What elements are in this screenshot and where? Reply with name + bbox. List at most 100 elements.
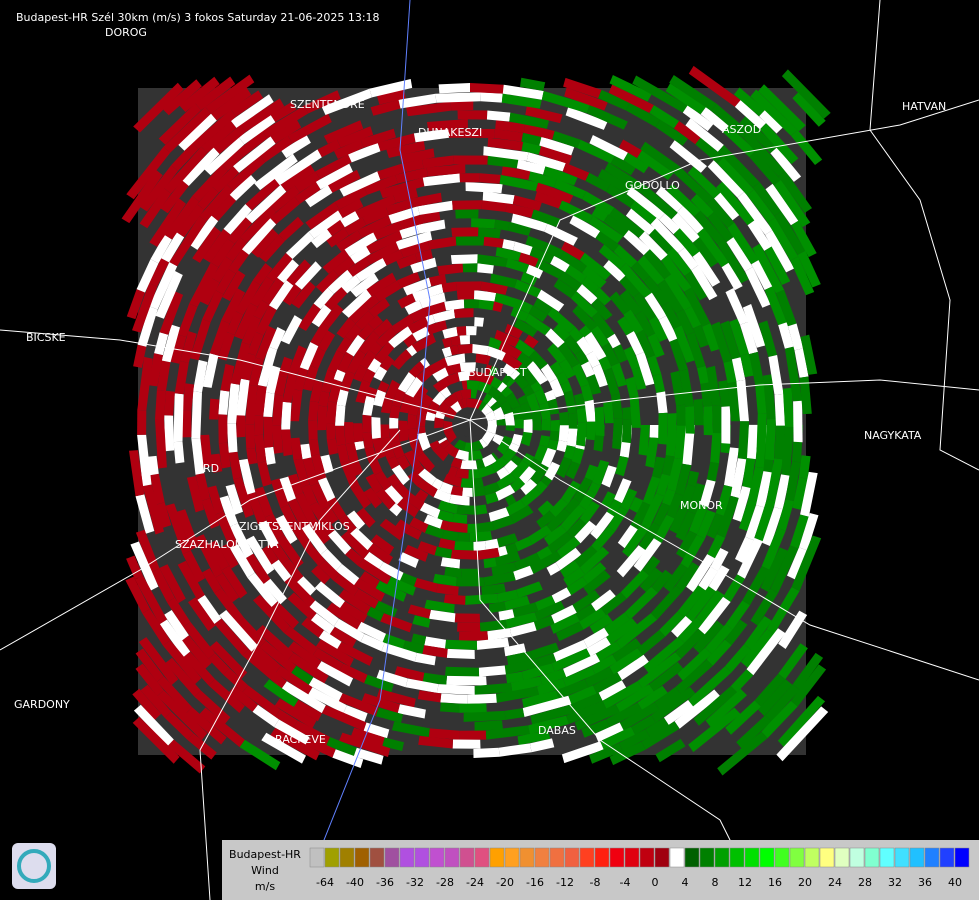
legend-tick: -28 xyxy=(436,876,454,889)
echo xyxy=(649,425,659,438)
echo xyxy=(479,173,501,184)
echo xyxy=(395,167,428,184)
echo xyxy=(406,344,418,357)
echo xyxy=(264,446,276,465)
echo xyxy=(246,448,258,465)
echo xyxy=(536,510,556,529)
echo xyxy=(346,334,365,357)
echo xyxy=(410,441,424,458)
echo xyxy=(248,357,264,387)
echo xyxy=(609,75,652,102)
echo xyxy=(212,166,240,193)
echo xyxy=(201,498,220,529)
echo xyxy=(149,473,165,505)
echo xyxy=(616,545,646,578)
echo xyxy=(138,637,179,686)
echo xyxy=(290,665,314,685)
echo xyxy=(275,665,313,695)
echo xyxy=(386,473,401,488)
echo xyxy=(539,668,567,686)
echo xyxy=(242,649,287,689)
echo xyxy=(266,252,293,282)
echo xyxy=(429,609,456,623)
echo xyxy=(609,648,643,675)
echo xyxy=(257,461,272,487)
echo xyxy=(684,270,708,301)
echo xyxy=(229,174,257,201)
echo xyxy=(142,484,164,535)
echo xyxy=(666,183,701,217)
radar-coverage xyxy=(121,65,831,776)
legend-tick: 36 xyxy=(918,876,932,889)
echo xyxy=(650,217,685,253)
echo xyxy=(644,292,667,320)
echo xyxy=(227,217,253,244)
echo xyxy=(558,271,583,292)
echo xyxy=(556,440,568,453)
echo xyxy=(280,504,297,525)
echo xyxy=(702,323,720,352)
echo xyxy=(495,484,516,501)
echo xyxy=(270,185,300,212)
echo xyxy=(327,350,345,373)
echo xyxy=(572,590,601,613)
echo xyxy=(309,380,323,403)
echo xyxy=(326,737,357,757)
echo xyxy=(598,680,627,701)
legend-tick: 32 xyxy=(888,876,902,889)
echo xyxy=(514,373,530,390)
echo xyxy=(219,610,258,652)
echo xyxy=(633,538,662,572)
legend-swatch xyxy=(849,847,865,868)
echo xyxy=(218,442,231,469)
echo xyxy=(778,610,808,649)
echo xyxy=(209,641,248,680)
echo xyxy=(620,569,650,599)
echo xyxy=(520,77,546,91)
echo xyxy=(522,690,559,708)
echo xyxy=(547,307,576,333)
echo xyxy=(414,361,426,373)
echo xyxy=(329,626,357,648)
echo xyxy=(247,331,264,356)
echo xyxy=(652,373,666,393)
legend-swatch xyxy=(804,847,820,868)
echo xyxy=(566,700,607,725)
echo xyxy=(326,219,345,236)
echo xyxy=(510,369,521,380)
echo xyxy=(488,337,502,350)
echo xyxy=(513,565,534,581)
echo xyxy=(622,419,632,444)
echo xyxy=(265,365,281,394)
echo xyxy=(559,250,588,273)
echo xyxy=(663,700,694,726)
echo xyxy=(450,335,461,346)
echo xyxy=(530,463,550,485)
echo xyxy=(205,74,255,114)
echo xyxy=(494,219,510,231)
echo xyxy=(541,91,590,114)
road xyxy=(0,419,471,651)
echo xyxy=(459,362,476,372)
echo xyxy=(502,239,516,251)
echo xyxy=(658,412,668,445)
echo xyxy=(515,339,535,357)
echo xyxy=(393,188,418,203)
echo xyxy=(540,410,551,420)
place-label: MONOR xyxy=(680,499,723,512)
echo xyxy=(318,390,330,407)
echo xyxy=(315,154,352,180)
echo xyxy=(487,419,497,427)
echo xyxy=(394,666,425,682)
echo xyxy=(456,290,475,300)
echo xyxy=(460,460,478,470)
echo xyxy=(163,106,211,153)
echo xyxy=(798,455,811,479)
echo xyxy=(539,136,575,156)
echo xyxy=(623,346,641,370)
echo xyxy=(546,508,572,533)
echo xyxy=(151,568,175,603)
echo xyxy=(405,493,425,511)
echo xyxy=(782,387,794,427)
echo xyxy=(373,366,388,381)
